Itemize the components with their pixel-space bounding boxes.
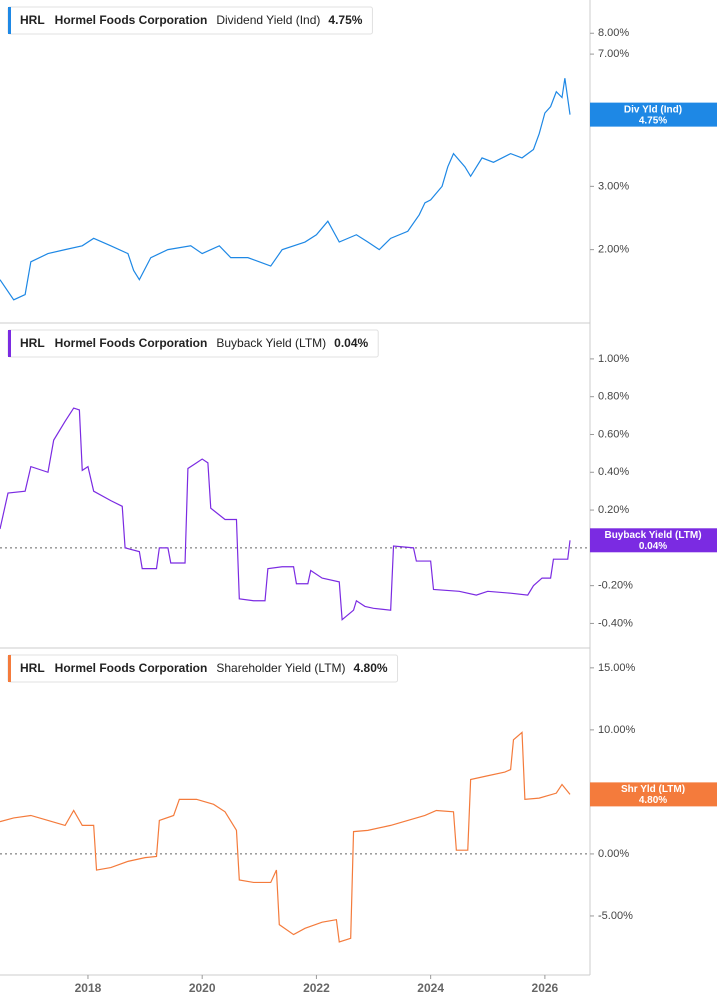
y-tick-label: 0.40% [598,466,629,478]
legend-entry: Shareholder Yield (LTM) [216,661,345,675]
y-tick-label: 15.00% [598,662,636,674]
last-value-badge [590,782,717,807]
badge-value: 0.04% [639,541,667,552]
x-tick-label: 2026 [532,981,559,995]
badge-label: Shr Yld (LTM) [621,784,685,795]
badge-value: 4.80% [639,795,667,806]
y-tick-label: 3.00% [598,180,629,192]
x-tick-label: 2024 [417,981,444,995]
legend-header: HRL Hormel Foods Corporation Dividend Yiel… [7,6,373,35]
legend-value: 0.04% [334,336,368,350]
legend-color-bar [8,7,11,34]
legend-entry: Buyback Yield (LTM) [216,336,326,350]
company-name: Hormel Foods Corporation [55,661,208,675]
ticker: HRL [20,661,45,675]
legend-color-bar [8,330,11,357]
y-tick-label: -5.00% [598,910,633,922]
ticker: HRL [20,13,45,27]
legend-value: 4.75% [328,13,362,27]
legend-header: HRL Hormel Foods Corporation Shareholder Y… [7,654,399,683]
y-tick-label: -0.40% [598,617,633,629]
y-tick-label: 0.00% [598,848,629,860]
y-tick-label: 7.00% [598,48,629,60]
series-line [0,78,571,301]
ticker: HRL [20,336,45,350]
y-tick-label: 8.00% [598,27,629,39]
company-name: Hormel Foods Corporation [55,13,208,27]
legend-color-bar [8,655,11,682]
last-value-badge [590,528,717,553]
last-value-badge [590,102,717,127]
x-tick-label: 2022 [303,981,330,995]
y-tick-label: 0.80% [598,391,629,403]
legend-header: HRL Hormel Foods Corporation Buyback Yield… [7,329,379,358]
series-line [0,407,571,621]
y-tick-label: 1.00% [598,353,629,365]
badge-value: 4.75% [639,115,667,126]
legend-value: 4.80% [354,661,388,675]
badge-label: Div Yld (Ind) [624,104,682,115]
y-tick-label: 0.60% [598,428,629,440]
badge-label: Buyback Yield (LTM) [604,530,701,541]
y-tick-label: -0.20% [598,580,633,592]
legend-entry: Dividend Yield (Ind) [216,13,320,27]
company-name: Hormel Foods Corporation [55,336,208,350]
series-line [0,731,571,943]
y-tick-label: 0.20% [598,504,629,516]
x-tick-label: 2018 [75,981,102,995]
x-tick-label: 2020 [189,981,216,995]
y-tick-label: 10.00% [598,724,636,736]
y-tick-label: 2.00% [598,244,629,256]
